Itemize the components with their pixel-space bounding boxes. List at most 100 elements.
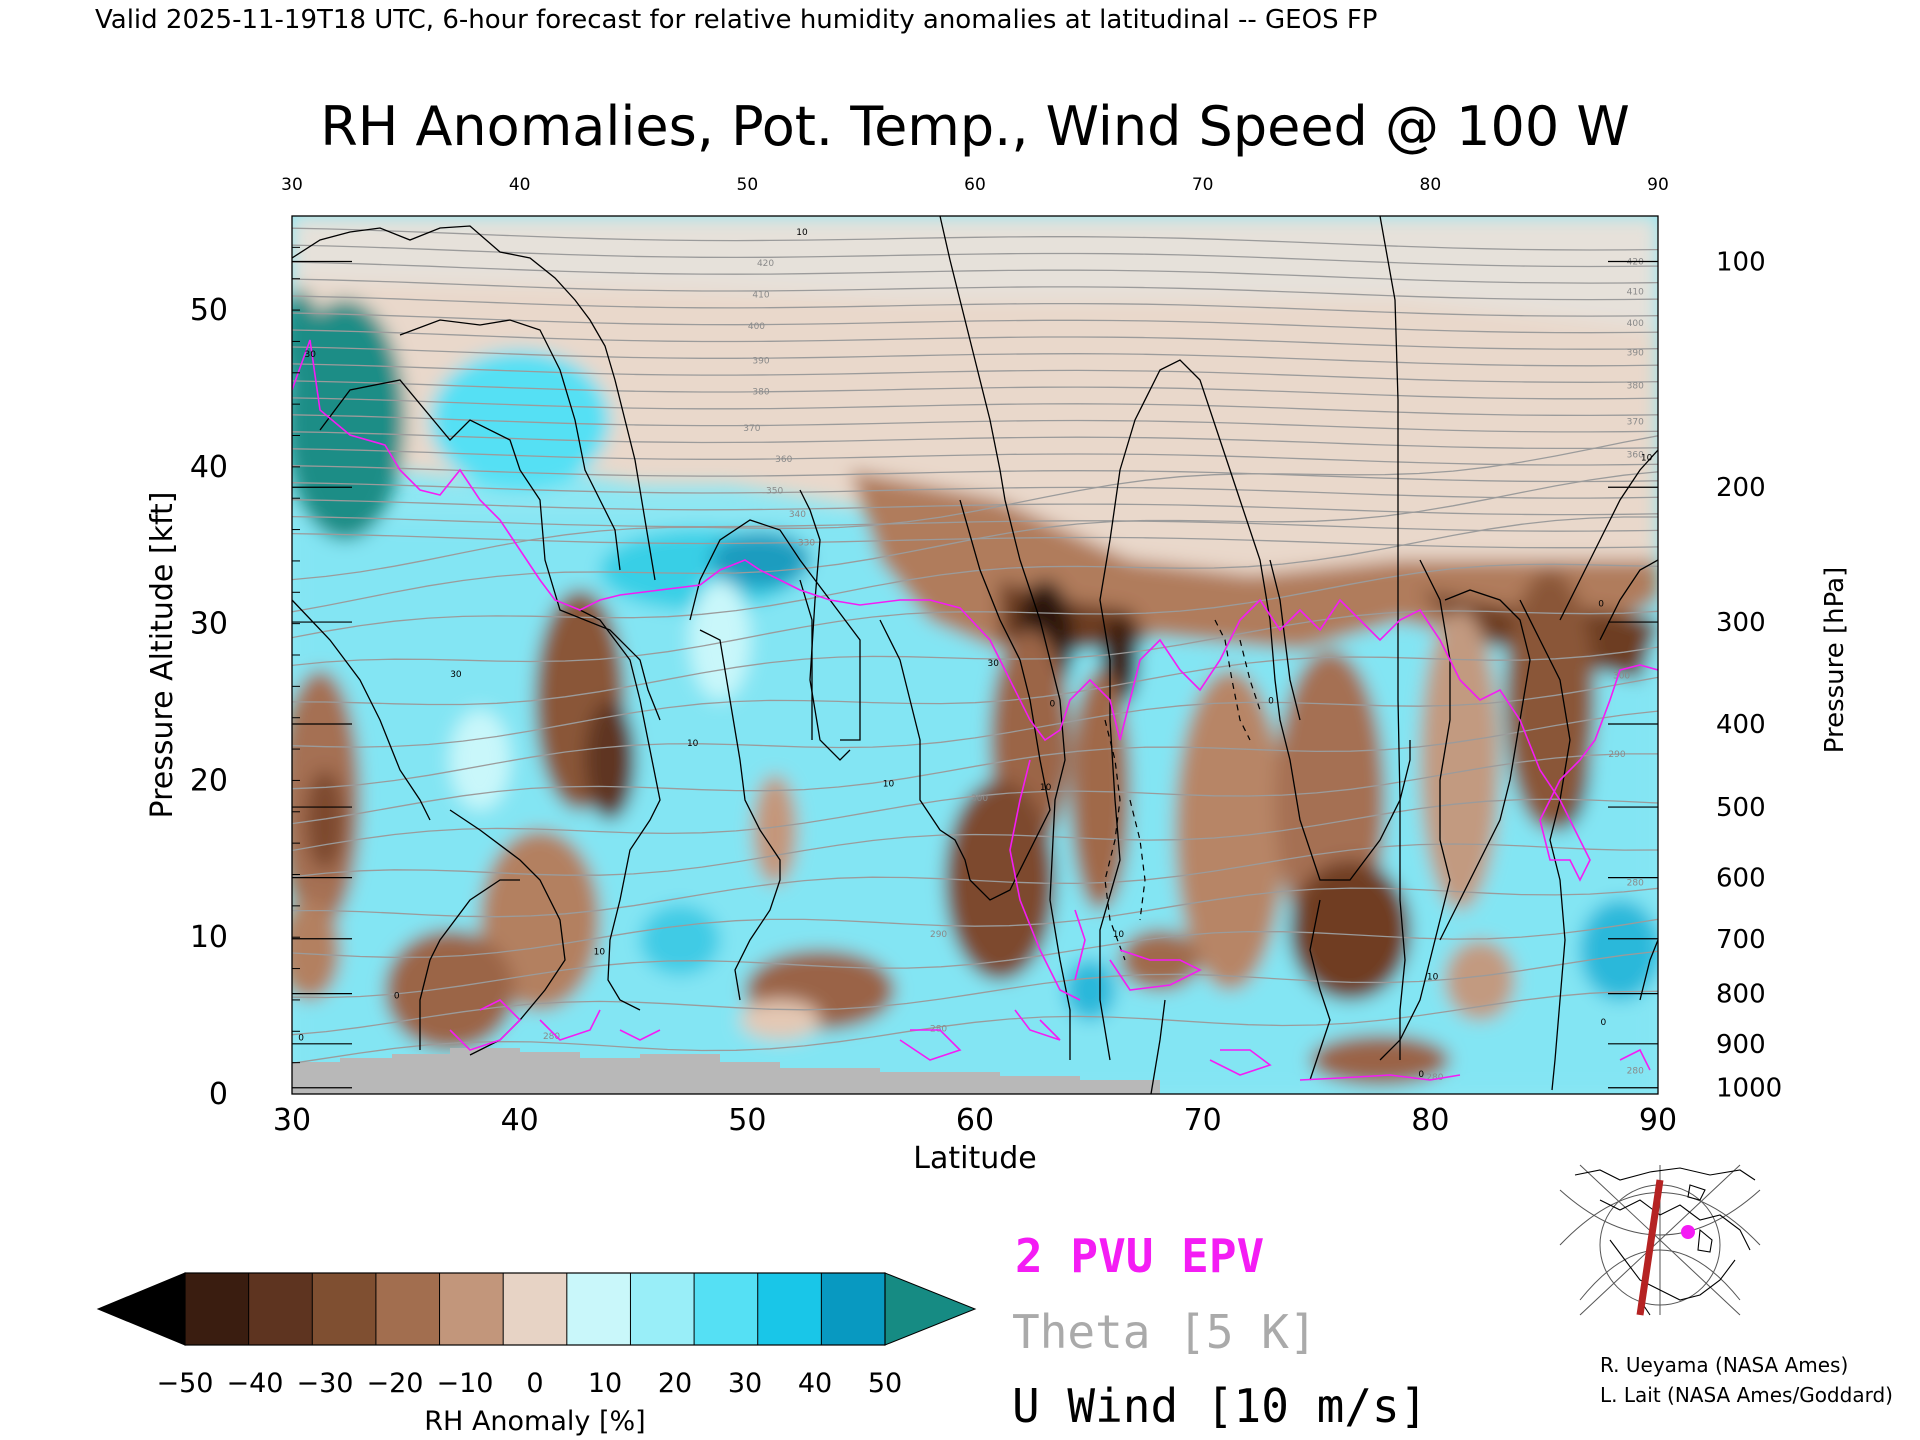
theta-label: 380 bbox=[1627, 381, 1644, 391]
x-top-tick-label: 60 bbox=[964, 175, 986, 195]
pressure-tick-label: 500 bbox=[1716, 793, 1766, 823]
colorbar-bin bbox=[312, 1273, 377, 1345]
theta-label: 410 bbox=[1627, 287, 1644, 297]
theta-label: 410 bbox=[752, 291, 769, 301]
x-axis-top: 30 40 50 60 70 80 90 bbox=[281, 175, 1669, 195]
y2-axis-label: Pressure [hPa] bbox=[1820, 567, 1850, 754]
epv-2pvu-line bbox=[292, 339, 1658, 1081]
colorbar-bin bbox=[630, 1273, 695, 1345]
x-top-tick-label: 50 bbox=[737, 175, 759, 195]
theta-label: 370 bbox=[1627, 418, 1644, 428]
u-wind-label: 10 bbox=[594, 947, 606, 957]
x-tick-label: 90 bbox=[1639, 1103, 1677, 1138]
u-wind-label: 0 bbox=[394, 991, 400, 1001]
theta-isentrope bbox=[292, 329, 1658, 350]
colorbar-tick-label: 20 bbox=[658, 1368, 692, 1399]
u-wind-label: 10 bbox=[796, 228, 808, 238]
theta-isentrope bbox=[292, 431, 1658, 450]
colorbar-tick-label: −10 bbox=[437, 1368, 494, 1399]
theta-isentrope bbox=[292, 753, 1658, 852]
theta-isentrope bbox=[292, 380, 1658, 400]
u-wind-label: 10 bbox=[1113, 930, 1125, 940]
pressure-tick-label: 100 bbox=[1716, 247, 1766, 277]
colorbar-label: RH Anomaly [%] bbox=[424, 1406, 645, 1437]
theta-isentrope bbox=[292, 435, 1658, 581]
colorbar-tick-label: 30 bbox=[728, 1368, 762, 1399]
theta-label: 400 bbox=[748, 322, 765, 332]
theta-isentrope bbox=[292, 499, 1658, 516]
theta-isentrope bbox=[292, 515, 1658, 532]
theta-isentrope bbox=[292, 676, 1658, 790]
theta-isentrope bbox=[292, 990, 1658, 1064]
plot-area: 4204104003903803703603503403303002902802… bbox=[292, 216, 1658, 1094]
theta-label: 290 bbox=[1608, 750, 1625, 760]
y-tick-label: 20 bbox=[190, 763, 228, 798]
legend-theta: Theta [5 K] bbox=[1012, 1305, 1317, 1359]
theta-isentrope bbox=[292, 397, 1658, 417]
y-axis-left: 0 10 20 30 40 50 bbox=[190, 293, 228, 1112]
pressure-tick-label: 300 bbox=[1716, 608, 1766, 638]
colorbar-tick-label: −30 bbox=[297, 1368, 354, 1399]
x-top-tick-label: 70 bbox=[1192, 175, 1214, 195]
theta-label: 280 bbox=[1426, 1073, 1443, 1083]
theta-isentrope bbox=[292, 950, 1658, 1036]
u-wind-label: 30 bbox=[450, 670, 462, 680]
theta-isentrope bbox=[292, 244, 1658, 268]
theta-label: 390 bbox=[752, 356, 769, 366]
colorbar-frame bbox=[184, 1272, 886, 1346]
u-wind-label: 0 bbox=[1600, 1018, 1606, 1028]
pressure-tick-label: 900 bbox=[1716, 1030, 1766, 1060]
theta-label: 280 bbox=[543, 1032, 560, 1042]
theta-isentrope bbox=[292, 278, 1658, 301]
colorbar bbox=[96, 1272, 977, 1346]
location-map-inset bbox=[1559, 1164, 1761, 1316]
theta-isentrope bbox=[292, 312, 1658, 334]
pressure-tick-label: 600 bbox=[1716, 864, 1766, 894]
location-marker bbox=[1681, 1225, 1695, 1239]
u-wind-label: 10 bbox=[1427, 973, 1439, 983]
theta-isentrope bbox=[292, 610, 1658, 706]
theta-label: 390 bbox=[1627, 349, 1644, 359]
theta-label: 370 bbox=[743, 424, 760, 434]
theta-label: 420 bbox=[757, 259, 774, 269]
theta-label: 300 bbox=[1613, 672, 1630, 682]
colorbar-bin bbox=[821, 1273, 886, 1345]
credit-line-1: R. Ueyama (NASA Ames) bbox=[1600, 1353, 1848, 1377]
colorbar-tick-label: 10 bbox=[588, 1368, 622, 1399]
theta-label: 280 bbox=[1627, 878, 1644, 888]
x-top-tick-label: 40 bbox=[509, 175, 531, 195]
x-tick-label: 30 bbox=[273, 1103, 311, 1138]
theta-isentrope bbox=[292, 482, 1658, 499]
u-wind-label: 10 bbox=[1040, 783, 1052, 793]
theta-label: 290 bbox=[930, 930, 947, 940]
theta-isentrope bbox=[292, 887, 1658, 959]
terrain bbox=[292, 1048, 1160, 1094]
colorbar-tick-label: 40 bbox=[798, 1368, 832, 1399]
theta-isentrope bbox=[292, 918, 1658, 999]
x-axis-bottom: 30 40 50 60 70 80 90 bbox=[273, 1103, 1677, 1138]
theta-isentropes bbox=[292, 227, 1658, 1064]
cross-section-line bbox=[1636, 1179, 1664, 1316]
x-axis-label: Latitude bbox=[913, 1141, 1036, 1176]
y-tick-label: 50 bbox=[190, 293, 228, 328]
valid-time-line: Valid 2025-11-19T18 UTC, 6-hour forecast… bbox=[95, 5, 1377, 35]
theta-label: 420 bbox=[1627, 258, 1644, 268]
x-tick-label: 40 bbox=[501, 1103, 539, 1138]
y-tick-label: 30 bbox=[190, 607, 228, 642]
u-wind-label: 10 bbox=[1641, 454, 1653, 464]
credit-line-2: L. Lait (NASA Ames/Goddard) bbox=[1600, 1383, 1893, 1407]
pressure-tick-label: 200 bbox=[1716, 473, 1766, 503]
theta-label: 300 bbox=[971, 794, 988, 804]
colorbar-bin bbox=[185, 1273, 250, 1345]
x-tick-label: 50 bbox=[728, 1103, 766, 1138]
u-wind-label: 0 bbox=[1050, 700, 1056, 710]
colorbar-tick-label: −40 bbox=[227, 1368, 284, 1399]
theta-label: 360 bbox=[775, 455, 792, 465]
theta-isentrope bbox=[292, 563, 1658, 667]
x-tick-label: 80 bbox=[1411, 1103, 1449, 1138]
theta-labels: 4204104003903803703603503403303002902802… bbox=[543, 258, 1644, 1083]
theta-label: 330 bbox=[798, 538, 815, 548]
colorbar-bin bbox=[694, 1273, 759, 1345]
